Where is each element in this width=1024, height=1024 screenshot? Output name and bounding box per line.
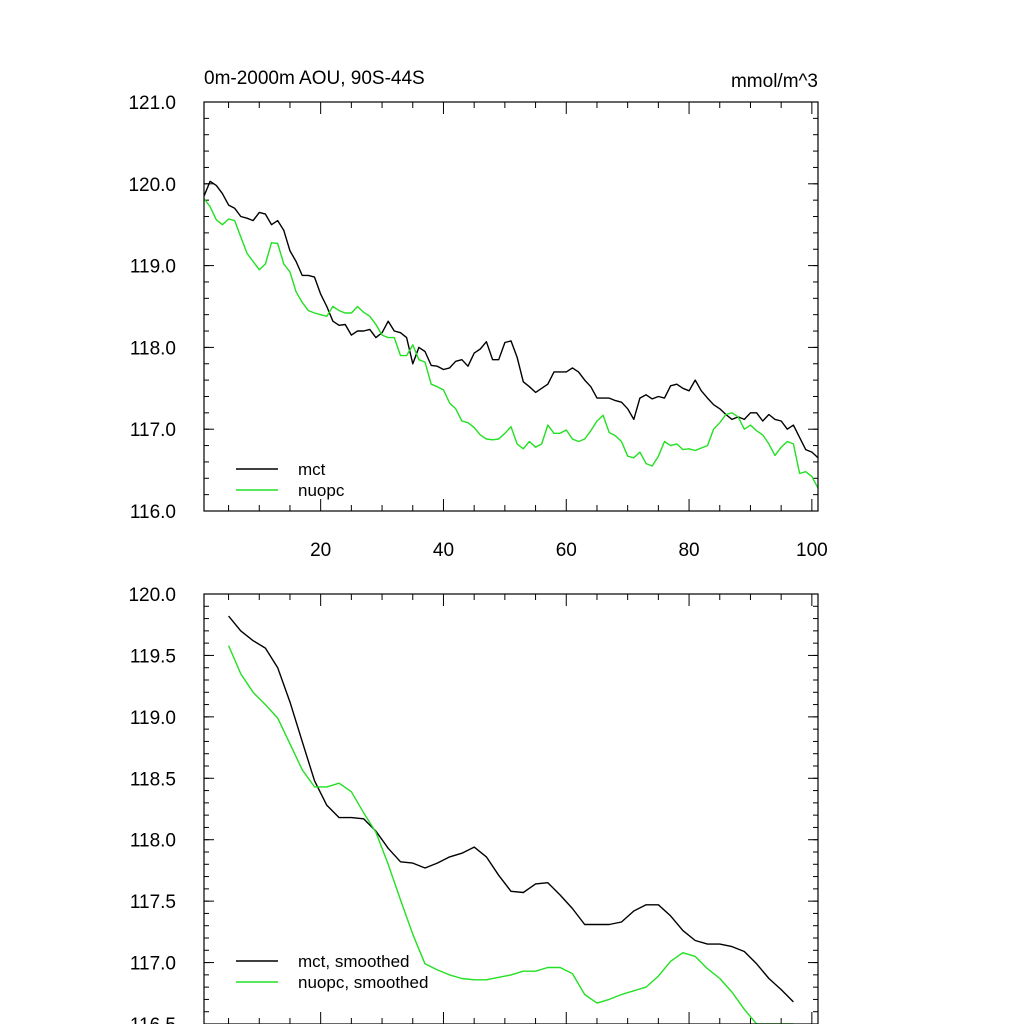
bottom-series-mct-smoothed [228, 615, 794, 1003]
bottom-ytick-label: 116.5 [130, 1015, 176, 1024]
bottom-ytick-label: 118.5 [130, 769, 176, 790]
top-plot-frame [203, 101, 819, 512]
top-xtick-label: 40 [433, 540, 454, 561]
top-xtick-label: 20 [310, 540, 331, 561]
units-label: mmol/m^3 [731, 71, 818, 92]
top-xtick-label: 100 [796, 540, 828, 561]
top-ytick-label: 119.0 [130, 257, 176, 278]
bottom-plot-frame [203, 593, 819, 1024]
top-xtick-label: 80 [678, 540, 699, 561]
bottom-ytick-label: 117.5 [130, 892, 176, 913]
legend-label-nuopc: nuopc [298, 481, 345, 500]
bottom-panel: 116.5 117.0 117.5 118.0 118.5 119.0 119.5 120.0… [128, 585, 819, 1024]
top-xtick-label: 60 [556, 540, 577, 561]
top-ytick-label: 118.0 [130, 338, 176, 359]
bottom-series-nuopc-smoothed [227, 645, 794, 1024]
legend-label-mct-smoothed: mct, smoothed [298, 952, 410, 971]
top-ytick-label: 120.0 [128, 175, 176, 196]
bottom-ytick-label: 117.0 [130, 954, 176, 975]
bottom-series-lines [227, 615, 794, 1024]
top-axis-ticks: 116.0 117.0 118.0 119.0 120.0 121.0 20 40 60 80 10… [128, 93, 827, 561]
legend-label-mct: mct [298, 460, 326, 479]
bottom-ytick-label: 119.0 [130, 708, 176, 729]
chart-title: 0m-2000m AOU, 90S-44S [204, 68, 425, 89]
bottom-ytick-label: 120.0 [128, 585, 176, 606]
top-series-lines [203, 180, 819, 489]
legend-label-nuopc-smoothed: nuopc, smoothed [298, 973, 428, 992]
bottom-ytick-label: 118.0 [130, 831, 176, 852]
bottom-ytick-label: 119.5 [130, 646, 176, 667]
top-ytick-label: 116.0 [130, 502, 176, 523]
bottom-legend: mct, smoothed nuopc, smoothed [236, 952, 428, 992]
top-ytick-label: 117.0 [130, 420, 176, 441]
top-series-mct [203, 180, 819, 459]
top-panel: 0m-2000m AOU, 90S-44S mmol/m^3 116.0 117.… [128, 68, 827, 561]
top-series-nuopc [203, 198, 819, 489]
top-ytick-label: 121.0 [128, 93, 176, 114]
bottom-axis-ticks: 116.5 117.0 117.5 118.0 118.5 119.0 119.5 120.0 [128, 585, 818, 1024]
top-legend: mct nuopc [236, 460, 345, 500]
